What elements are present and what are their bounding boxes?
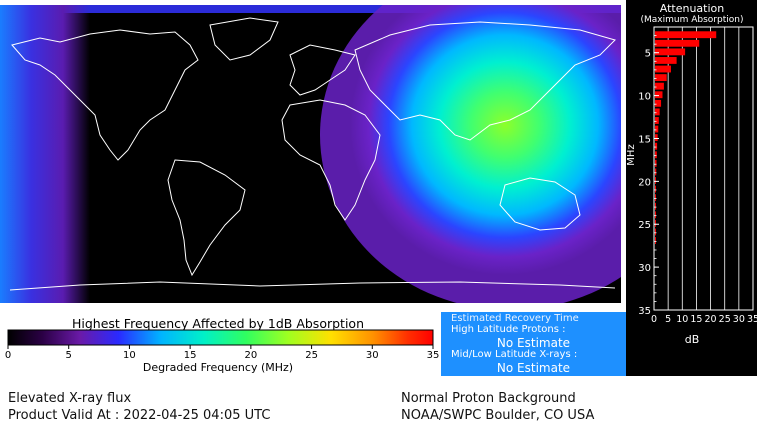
greenland-outline bbox=[209, 17, 279, 61]
attenuation-bar bbox=[655, 159, 657, 167]
attenuation-bar bbox=[655, 228, 656, 236]
attenuation-bar bbox=[655, 48, 686, 56]
colorbar-xlabel: Degraded Frequency (MHz) bbox=[143, 361, 293, 374]
attenuation-bar bbox=[655, 211, 656, 219]
low-latitude-value: No Estimate bbox=[496, 361, 571, 375]
colorbar-tick-label: 15 bbox=[184, 350, 197, 361]
attenuation-bar bbox=[655, 91, 663, 99]
attenuation-x-tick-label: 30 bbox=[733, 314, 745, 325]
attenuation-plot-frame bbox=[653, 26, 754, 311]
west-dayside-glow bbox=[0, 5, 90, 303]
footer-valid-time: Product Valid At : 2022-04-25 04:05 UTC bbox=[8, 408, 271, 423]
attenuation-x-ticks: 0 5 10 15 20 25 30 35 bbox=[651, 314, 757, 325]
attenuation-bar bbox=[655, 31, 717, 39]
south-america-outline bbox=[167, 159, 246, 277]
dayside-absorption-region bbox=[350, 5, 621, 275]
attenuation-x-tick-label: 15 bbox=[690, 314, 702, 325]
attenuation-bar bbox=[655, 99, 662, 107]
polar-cap-band bbox=[0, 5, 621, 13]
attenuation-x-tick-label: 10 bbox=[676, 314, 688, 325]
attenuation-bar bbox=[655, 168, 657, 176]
attenuation-bar bbox=[655, 134, 658, 142]
attenuation-y-tick-label: 30 bbox=[638, 263, 651, 274]
colorbar-title: Highest Frequency Affected by 1dB Absorp… bbox=[72, 316, 364, 331]
attenuation-bar bbox=[655, 117, 659, 124]
attenuation-bar bbox=[655, 57, 677, 64]
recovery-panel: Estimated Recovery Time High Latitude Pr… bbox=[441, 312, 626, 376]
absorption-map bbox=[0, 5, 621, 303]
attenuation-title: Attenuation bbox=[660, 2, 725, 15]
antarctica-outline bbox=[9, 281, 616, 291]
attenuation-bar bbox=[655, 185, 656, 193]
australia-outline bbox=[499, 177, 581, 231]
attenuation-y-ticks: 5 10 15 20 25 30 35 bbox=[638, 35, 659, 317]
low-latitude-label: Mid/Low Latitude X-rays : bbox=[451, 349, 578, 360]
colorbar-tick-label: 0 bbox=[5, 350, 11, 361]
attenuation-grid bbox=[667, 27, 740, 310]
attenuation-y-tick-label: 25 bbox=[638, 220, 651, 231]
attenuation-bar bbox=[655, 219, 656, 227]
attenuation-panel: Attenuation (Maximum Absorption) 5101520… bbox=[626, 0, 757, 376]
attenuation-bar bbox=[655, 82, 664, 90]
attenuation-bar bbox=[655, 108, 660, 116]
north-america-outline bbox=[11, 29, 199, 161]
attenuation-ylabel: MHz bbox=[626, 144, 637, 165]
attenuation-bar bbox=[655, 39, 700, 47]
attenuation-subtitle: (Maximum Absorption) bbox=[641, 15, 744, 25]
recovery-title: Estimated Recovery Time bbox=[451, 313, 579, 324]
colorbar-gradient bbox=[7, 329, 434, 346]
high-latitude-value: No Estimate bbox=[496, 336, 571, 350]
colorbar-tick-label: 5 bbox=[66, 350, 72, 361]
attenuation-x-tick-label: 5 bbox=[665, 314, 671, 325]
attenuation-y-tick-label: 5 bbox=[645, 49, 651, 60]
attenuation-xlabel: dB bbox=[685, 333, 700, 346]
footer-proton-status: Normal Proton Background bbox=[401, 391, 576, 406]
coastlines bbox=[9, 17, 616, 291]
attenuation-x-tick-label: 20 bbox=[705, 314, 717, 325]
attenuation-x-tick-label: 25 bbox=[719, 314, 731, 325]
attenuation-x-tick-label: 0 bbox=[651, 314, 657, 325]
attenuation-y-tick-label: 20 bbox=[638, 177, 651, 188]
attenuation-panel-background bbox=[626, 0, 757, 376]
attenuation-bar bbox=[655, 74, 667, 82]
attenuation-y-tick-label: 15 bbox=[638, 134, 651, 145]
footer-agency: NOAA/SWPC Boulder, CO USA bbox=[401, 408, 595, 423]
footer-flux-status: Elevated X-ray flux bbox=[8, 391, 132, 406]
colorbar-tick-label: 10 bbox=[123, 350, 136, 361]
asia-outline bbox=[354, 21, 616, 141]
colorbar: Highest Frequency Affected by 1dB Absorp… bbox=[5, 316, 440, 374]
colorbar-ticks: 0 5 10 15 20 25 30 35 bbox=[5, 345, 440, 361]
attenuation-x-tick-label: 35 bbox=[747, 314, 757, 325]
colorbar-tick-label: 35 bbox=[427, 350, 440, 361]
attenuation-bar bbox=[655, 194, 656, 202]
attenuation-y-tick-label: 10 bbox=[638, 92, 651, 103]
colorbar-tick-label: 25 bbox=[305, 350, 318, 361]
africa-outline bbox=[281, 99, 381, 221]
high-latitude-label: High Latitude Protons : bbox=[451, 324, 566, 335]
attenuation-bar bbox=[655, 151, 657, 159]
attenuation-bar bbox=[655, 142, 658, 150]
attenuation-bar bbox=[655, 65, 671, 73]
attenuation-bar bbox=[655, 125, 659, 133]
europe-outline bbox=[289, 44, 356, 96]
colorbar-tick-label: 30 bbox=[366, 350, 379, 361]
attenuation-bars bbox=[655, 31, 717, 244]
attenuation-bar bbox=[655, 237, 656, 244]
attenuation-y-tick-label: 35 bbox=[638, 306, 651, 317]
attenuation-bar bbox=[655, 177, 656, 184]
colorbar-tick-label: 20 bbox=[244, 350, 257, 361]
attenuation-bar bbox=[655, 202, 656, 210]
